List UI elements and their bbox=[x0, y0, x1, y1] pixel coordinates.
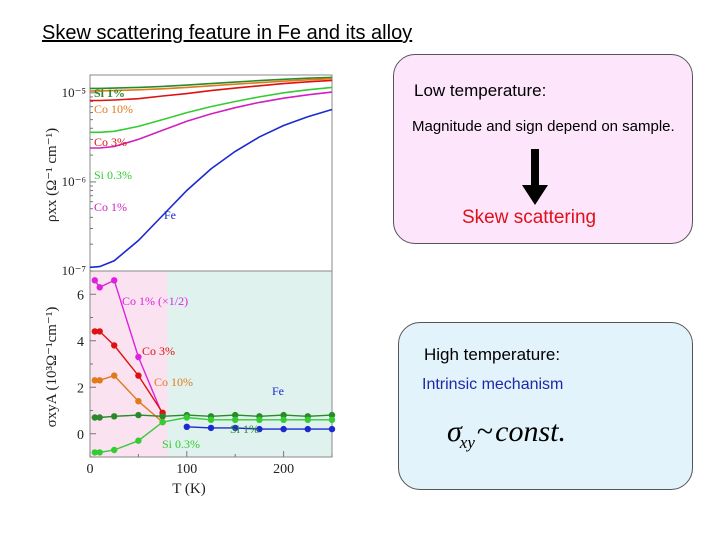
bottom-data-point bbox=[256, 425, 263, 433]
bottom-series-label: Co 3% bbox=[142, 344, 175, 358]
bottom-x-tick-label: 0 bbox=[87, 462, 94, 477]
bottom-data-point bbox=[207, 424, 215, 432]
bottom-data-point bbox=[135, 353, 142, 361]
bottom-data-point bbox=[96, 449, 103, 456]
bottom-data-point bbox=[91, 328, 98, 335]
bottom-series-label: Fe bbox=[272, 384, 284, 398]
bottom-data-point bbox=[111, 277, 118, 284]
bottom-y-tick-label: 4 bbox=[77, 335, 84, 350]
bottom-data-point bbox=[135, 411, 142, 419]
bottom-data-point bbox=[183, 423, 190, 430]
bottom-series-label: Co 1% (×1/2) bbox=[122, 294, 188, 308]
top-series-line-3 bbox=[90, 86, 333, 134]
formula-relation: ~ bbox=[476, 415, 494, 448]
bottom-panel-sigma-xy: 0 2 4 6 0 100 200 T (K) σxyA (10³Ω⁻¹cm⁻¹) Co 1% (… bbox=[44, 270, 336, 497]
low-temperature-description: Magnitude and sign depend on sample. bbox=[412, 118, 675, 135]
bottom-x-axis-label: T (K) bbox=[172, 481, 205, 497]
intrinsic-mechanism-label: Intrinsic mechanism bbox=[422, 376, 564, 393]
bottom-y-tick-label: 6 bbox=[77, 288, 84, 303]
formula-symbol: σ bbox=[447, 415, 462, 448]
bottom-data-point bbox=[111, 413, 118, 420]
top-plot-frame bbox=[89, 74, 333, 272]
sigma-const-formula: σxy~const. bbox=[447, 415, 566, 453]
bottom-data-point bbox=[91, 449, 98, 456]
formula-subscript: xy bbox=[459, 433, 475, 452]
bottom-data-point bbox=[96, 414, 103, 421]
top-series-label: Si 1% bbox=[94, 86, 125, 100]
bottom-data-point bbox=[328, 416, 336, 423]
bottom-data-point bbox=[207, 416, 215, 423]
bottom-data-point bbox=[328, 411, 336, 419]
bottom-data-point bbox=[280, 411, 287, 419]
top-y-tick-label: 10⁻⁶ bbox=[62, 174, 86, 189]
bottom-series-label: Co 10% bbox=[154, 375, 193, 389]
down-arrow-icon bbox=[522, 149, 548, 205]
bottom-x-tick-label: 100 bbox=[176, 462, 197, 477]
bottom-data-point bbox=[111, 372, 118, 379]
bottom-data-point bbox=[280, 425, 287, 433]
top-y-tick-label: 10⁻⁵ bbox=[62, 85, 86, 100]
high-temperature-box: High temperature: Intrinsic mechanism σx… bbox=[398, 322, 693, 490]
bottom-data-point bbox=[328, 425, 336, 433]
bottom-y-tick-label: 0 bbox=[77, 428, 84, 443]
bottom-y-tick-label: 2 bbox=[77, 381, 84, 396]
top-series-label: Fe bbox=[164, 208, 176, 222]
bottom-data-point bbox=[111, 446, 118, 454]
top-series-line-0 bbox=[90, 76, 333, 90]
top-series-label: Co 3% bbox=[94, 135, 127, 149]
top-series-line-1 bbox=[90, 77, 333, 92]
bottom-data-point bbox=[96, 284, 103, 291]
low-temperature-box: Low temperature: Magnitude and sign depe… bbox=[393, 54, 693, 244]
bottom-region-1 bbox=[167, 271, 332, 457]
bottom-data-point bbox=[159, 413, 166, 420]
top-y-axis-label: ρxx (Ω⁻¹ cm⁻¹) bbox=[44, 128, 60, 222]
top-series-label: Co 1% bbox=[94, 200, 127, 214]
bottom-data-point bbox=[135, 437, 142, 444]
bottom-data-point bbox=[91, 414, 98, 421]
bottom-data-point bbox=[232, 411, 239, 419]
bottom-data-point bbox=[183, 414, 190, 421]
top-series-label: Si 0.3% bbox=[94, 168, 132, 182]
bottom-series-label: Si 1% bbox=[230, 422, 259, 436]
top-series-line-5 bbox=[89, 108, 333, 269]
bottom-data-point bbox=[91, 377, 98, 384]
high-temperature-title: High temperature: bbox=[424, 345, 561, 364]
bottom-data-point bbox=[111, 342, 118, 349]
skew-scattering-label: Skew scattering bbox=[462, 207, 597, 228]
top-series-line-4 bbox=[90, 91, 333, 149]
formula-rhs: const. bbox=[495, 415, 566, 448]
bottom-data-point bbox=[96, 377, 103, 384]
top-panel-rho-xx: 10⁻⁵ 10⁻⁶ 10⁻⁷ ρxx (Ω⁻¹ cm⁻¹) Si 1% Co 10% Co … bbox=[44, 74, 333, 278]
top-series-label: Co 10% bbox=[94, 102, 133, 116]
bottom-data-point bbox=[304, 425, 311, 433]
bottom-y-axis-label: σxyA (10³Ω⁻¹cm⁻¹) bbox=[44, 307, 60, 428]
low-temperature-title: Low temperature: bbox=[414, 81, 547, 100]
bottom-data-point bbox=[96, 328, 103, 335]
bottom-data-point bbox=[135, 398, 142, 405]
bottom-data-point bbox=[232, 424, 239, 432]
figure: 10⁻⁵ 10⁻⁶ 10⁻⁷ ρxx (Ω⁻¹ cm⁻¹) Si 1% Co 10% Co … bbox=[44, 74, 336, 497]
bottom-data-point bbox=[304, 416, 311, 423]
bottom-data-point bbox=[280, 416, 287, 423]
bottom-data-point bbox=[135, 372, 142, 379]
bottom-data-point bbox=[232, 416, 239, 423]
top-y-tick-label: 10⁻⁷ bbox=[62, 263, 86, 278]
bottom-data-point bbox=[159, 418, 166, 426]
bottom-series-label: Si 0.3% bbox=[162, 437, 200, 451]
bottom-data-point bbox=[91, 277, 98, 284]
bottom-x-tick-label: 200 bbox=[273, 462, 294, 477]
bottom-data-point bbox=[256, 416, 263, 423]
slide-title: Skew scattering feature in Fe and its al… bbox=[42, 22, 413, 44]
top-series-line-2 bbox=[90, 79, 333, 102]
